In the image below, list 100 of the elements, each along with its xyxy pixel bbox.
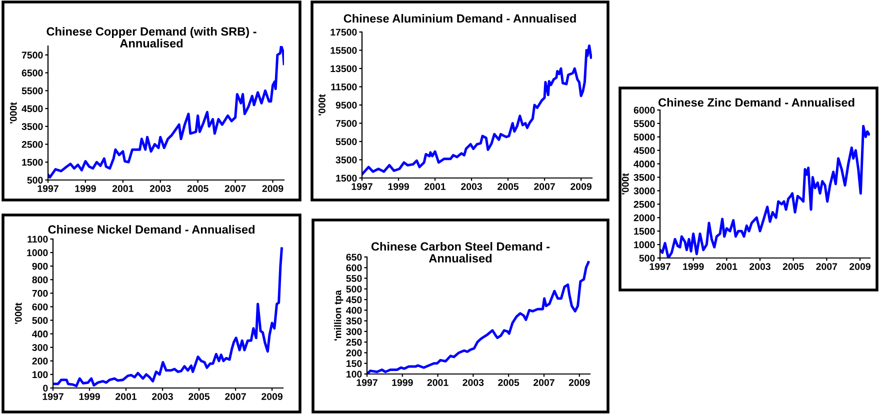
y-tick-label: 600 bbox=[32, 303, 48, 310]
y-tick-label: 100 bbox=[346, 370, 362, 378]
y-tick-label: 5500 bbox=[22, 87, 43, 94]
x-tick-label: 1997 bbox=[42, 393, 64, 400]
x-tick-label: 2001 bbox=[116, 393, 137, 400]
x-tick-label: 1999 bbox=[388, 183, 409, 190]
x-tick-label: 2003 bbox=[461, 183, 482, 190]
y-tick-label: 1100 bbox=[28, 236, 48, 243]
x-tick-label: 2003 bbox=[462, 379, 484, 386]
y-tick-label: 1500 bbox=[634, 228, 655, 235]
x-tick-label: 2003 bbox=[152, 393, 173, 400]
y-tick-label: 2000 bbox=[634, 214, 655, 222]
y-tick-label: 800 bbox=[32, 276, 48, 284]
x-tick-label: 1999 bbox=[75, 185, 96, 192]
y-tick-label: 7500 bbox=[336, 120, 357, 127]
y-tick-label: 5500 bbox=[336, 138, 357, 146]
x-tick-label: 2001 bbox=[427, 379, 448, 386]
x-tick-label: 1999 bbox=[79, 393, 100, 400]
x-tick-label: 2007 bbox=[816, 263, 838, 270]
x-tick-label: 2001 bbox=[716, 263, 738, 270]
x-tick-label: 2005 bbox=[498, 379, 520, 386]
y-tick-label: 650 bbox=[346, 254, 362, 261]
y-tick-label: 6500 bbox=[22, 70, 43, 76]
x-tick-label: 2005 bbox=[498, 183, 519, 190]
x-tick-label: 2005 bbox=[187, 185, 208, 192]
y-tick-label: 600 bbox=[346, 264, 362, 272]
y-tick-label: 500 bbox=[27, 176, 43, 184]
y-tick-label: 700 bbox=[32, 290, 48, 297]
x-tick-label: 2007 bbox=[534, 379, 554, 386]
y-tick-label: 9500 bbox=[336, 102, 357, 109]
y-tick-label: 400 bbox=[32, 330, 48, 338]
x-tick-label: 2009 bbox=[568, 379, 590, 386]
y-tick-label: 400 bbox=[346, 306, 362, 314]
y-tick-label: 4500 bbox=[22, 105, 43, 112]
x-tick-label: 1997 bbox=[352, 183, 372, 190]
y-tick-label: 3500 bbox=[22, 123, 43, 130]
y-tick-label: 300 bbox=[32, 344, 48, 351]
y-axis-title: '000t bbox=[10, 102, 17, 124]
x-tick-label: 2009 bbox=[262, 185, 284, 192]
x-tick-label: 1999 bbox=[392, 379, 413, 386]
y-tick-label: 5000 bbox=[634, 134, 655, 141]
y-tick-label: 3500 bbox=[634, 174, 655, 181]
y-tick-label: 2500 bbox=[22, 141, 43, 148]
x-tick-label: 2003 bbox=[150, 185, 171, 192]
y-tick-label: 450 bbox=[346, 296, 362, 304]
y-tick-label: 0 bbox=[43, 384, 48, 392]
y-tick-label: 200 bbox=[32, 358, 48, 365]
x-tick-label: 2009 bbox=[570, 183, 592, 190]
y-tick-label: 1500 bbox=[336, 174, 357, 182]
x-tick-label: 2003 bbox=[750, 263, 770, 270]
x-tick-label: 2007 bbox=[224, 185, 246, 192]
x-tick-label: 2009 bbox=[262, 393, 282, 400]
y-axis-title: '000t bbox=[14, 302, 22, 324]
y-tick-label: 6000 bbox=[634, 106, 655, 114]
y-tick-label: 550 bbox=[346, 275, 362, 282]
y-tick-label: 200 bbox=[346, 349, 362, 356]
y-tick-label: 3000 bbox=[634, 187, 655, 194]
y-axis-title: '000t bbox=[622, 173, 629, 194]
x-tick-label: 1997 bbox=[650, 263, 670, 270]
y-tick-label: 1000 bbox=[27, 249, 48, 256]
y-tick-label: 4500 bbox=[634, 147, 655, 154]
y-tick-label: 350 bbox=[346, 318, 362, 324]
x-tick-label: 2001 bbox=[112, 185, 134, 192]
y-tick-label: 250 bbox=[346, 338, 362, 346]
x-tick-label: 2005 bbox=[782, 263, 804, 270]
y-tick-label: 17500 bbox=[330, 28, 357, 36]
y-axis-title: 'million tpa bbox=[334, 290, 344, 340]
x-tick-label: 2007 bbox=[225, 393, 246, 400]
y-tick-label: 900 bbox=[32, 262, 48, 270]
y-tick-label: 5500 bbox=[634, 120, 655, 128]
y-tick-label: 500 bbox=[32, 317, 48, 324]
y-tick-label: 3500 bbox=[336, 156, 357, 164]
x-tick-label: 1997 bbox=[356, 379, 378, 386]
y-tick-label: 500 bbox=[639, 254, 655, 262]
x-tick-label: 2007 bbox=[534, 183, 555, 190]
x-tick-label: 1997 bbox=[38, 185, 58, 192]
line-series bbox=[48, 46, 284, 179]
chart-title: Chinese Carbon Steel Demand - Annualised bbox=[371, 242, 550, 263]
y-tick-label: 13500 bbox=[330, 65, 357, 72]
y-tick-label: 500 bbox=[346, 286, 362, 293]
y-tick-label: 11500 bbox=[331, 83, 357, 90]
y-tick-label: 4000 bbox=[634, 160, 655, 168]
x-tick-label: 1999 bbox=[683, 263, 704, 270]
x-tick-label: 2001 bbox=[424, 183, 446, 190]
y-tick-label: 2500 bbox=[634, 200, 655, 208]
line-series bbox=[362, 44, 592, 176]
chart-title: Chinese Aluminium Demand - Annualised bbox=[344, 14, 576, 23]
y-tick-label: 7500 bbox=[22, 52, 43, 59]
y-tick-label: 15500 bbox=[330, 46, 357, 54]
y-tick-label: 1000 bbox=[634, 241, 655, 248]
chart-title: Chinese Nickel Demand - Annualised bbox=[48, 225, 254, 234]
chart-title: Chinese Copper Demand (with SRB) - Annualised bbox=[46, 27, 256, 48]
y-tick-label: 1500 bbox=[22, 158, 43, 166]
y-axis-title: '000t bbox=[318, 94, 326, 116]
chart-title: Chinese Zinc Demand - Annualised bbox=[658, 98, 854, 107]
y-tick-label: 300 bbox=[346, 328, 362, 336]
x-tick-label: 2009 bbox=[850, 263, 870, 270]
y-tick-label: 100 bbox=[32, 371, 48, 378]
y-tick-label: 150 bbox=[346, 360, 362, 367]
x-tick-label: 2005 bbox=[188, 393, 210, 400]
